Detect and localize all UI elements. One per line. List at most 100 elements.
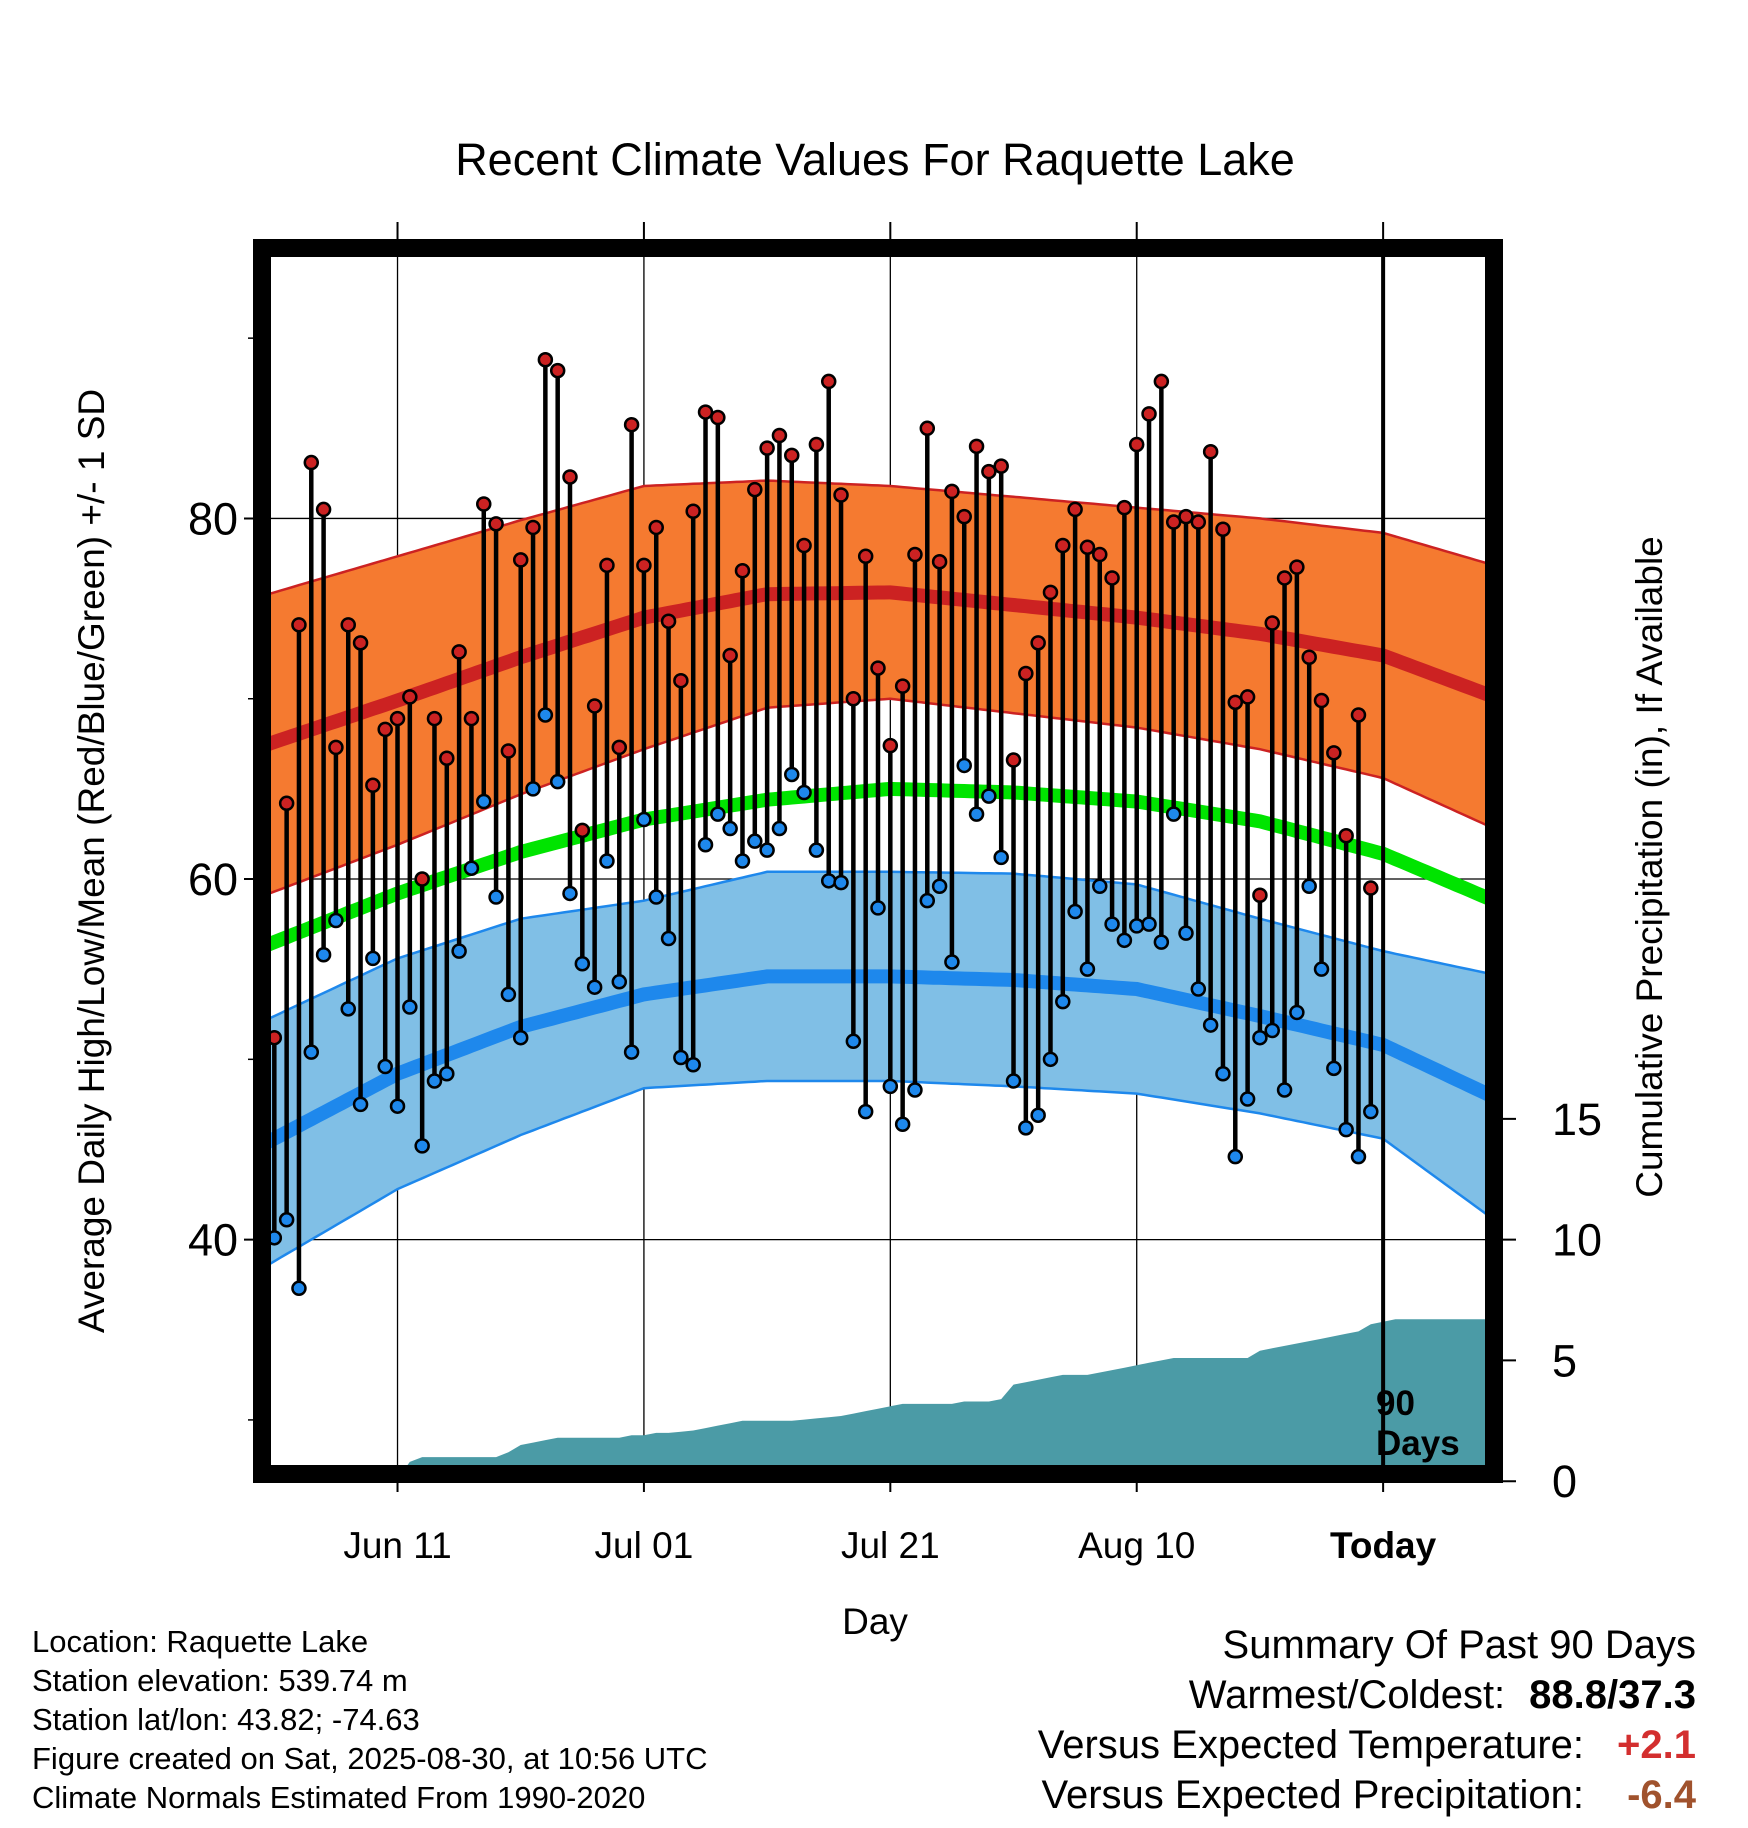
- high-point: [833, 487, 849, 503]
- high-point: [414, 871, 430, 887]
- low-point: [1141, 916, 1157, 932]
- high-point: [1252, 887, 1268, 904]
- high-point: [1178, 508, 1194, 525]
- high-point: [1190, 514, 1207, 530]
- high-point: [882, 737, 899, 754]
- low-point: [1055, 993, 1071, 1010]
- high-point: [1092, 546, 1108, 563]
- low-point: [611, 974, 628, 990]
- high-point: [1055, 537, 1071, 554]
- high-point: [291, 617, 307, 633]
- low-point: [1153, 934, 1170, 950]
- high-point: [426, 710, 443, 727]
- low-point: [463, 860, 480, 876]
- high-point: [402, 689, 418, 705]
- high-point: [315, 501, 332, 518]
- low-point: [1042, 1051, 1059, 1068]
- low-point: [1289, 1004, 1305, 1021]
- x-tick-label: Aug 10: [1078, 1525, 1195, 1566]
- high-point: [919, 420, 936, 437]
- low-point: [1227, 1148, 1244, 1165]
- low-point: [993, 849, 1009, 866]
- high-point: [278, 795, 295, 812]
- high-point: [1338, 828, 1354, 844]
- high-point: [586, 698, 603, 714]
- low-point: [1215, 1065, 1231, 1082]
- low-point: [1018, 1120, 1034, 1136]
- y2-tick-label: 5: [1552, 1335, 1577, 1386]
- high-point: [451, 644, 467, 660]
- low-point: [1252, 1029, 1268, 1046]
- today-days-number: 90: [1376, 1384, 1415, 1423]
- low-point: [340, 1001, 356, 1017]
- high-point: [1042, 584, 1059, 601]
- high-point: [611, 739, 628, 756]
- low-point: [1313, 961, 1330, 977]
- low-point: [488, 889, 504, 905]
- low-point: [796, 784, 812, 801]
- high-point: [1153, 373, 1170, 390]
- low-point: [820, 873, 837, 889]
- high-point: [1067, 501, 1083, 518]
- low-point: [586, 979, 603, 995]
- low-point: [1276, 1082, 1293, 1098]
- low-point: [1190, 981, 1207, 997]
- low-point: [673, 1049, 689, 1066]
- high-upper-edge: [262, 479, 1494, 598]
- low-point: [1301, 878, 1317, 894]
- low-point: [278, 1212, 295, 1228]
- y2-axis-label: Cumulative Precipitation (in), If Availa…: [1629, 536, 1670, 1198]
- high-point: [623, 416, 640, 433]
- cumulative-precipitation-area: [400, 1319, 1494, 1474]
- low-point: [623, 1044, 640, 1060]
- low-point: [1202, 1017, 1219, 1033]
- high-point: [303, 454, 320, 471]
- summary-warm-cold: Warmest/Coldest: 88.8/37.3: [1038, 1670, 1696, 1720]
- low-point: [857, 1103, 874, 1120]
- low-point: [1067, 903, 1083, 920]
- low-point: [907, 1082, 923, 1098]
- high-point: [808, 436, 825, 453]
- high-point: [352, 635, 369, 651]
- low-point: [710, 806, 726, 822]
- high-point: [1363, 880, 1379, 896]
- low-point: [574, 956, 591, 972]
- high-point: [500, 743, 517, 759]
- high-point: [759, 440, 775, 456]
- high-point: [1239, 689, 1256, 705]
- low-sd-band: [262, 871, 1494, 1269]
- high-point: [574, 822, 591, 839]
- high-mean-line: [262, 585, 1494, 753]
- low-point: [1030, 1107, 1046, 1123]
- low-point: [808, 842, 825, 858]
- station-info: Location: Raquette Lake Station elevatio…: [32, 1622, 708, 1817]
- high-point: [968, 438, 985, 455]
- high-point: [1264, 615, 1280, 631]
- low-point: [1128, 918, 1145, 934]
- high-point: [377, 721, 393, 738]
- low-point: [944, 954, 960, 970]
- high-point: [1128, 436, 1145, 453]
- created-text: Figure created on Sat, 2025-08-30, at 10…: [32, 1741, 708, 1776]
- high-point: [1289, 559, 1305, 575]
- low-point: [328, 912, 344, 929]
- high-point: [1104, 570, 1120, 586]
- low-mean-line: [262, 969, 1494, 1152]
- low-point: [439, 1065, 455, 1082]
- low-point: [525, 781, 541, 797]
- low-point: [426, 1073, 443, 1089]
- precip-anomaly-label: Versus Expected Precipitation:: [1041, 1773, 1584, 1817]
- low-point: [451, 943, 467, 959]
- high-point: [549, 362, 566, 379]
- high-point: [981, 463, 997, 480]
- summary-temp: Versus Expected Temperature: +2.1: [1038, 1720, 1696, 1770]
- y-axis-label: Average Daily High/Low/Mean (Red/Blue/Gr…: [71, 389, 112, 1333]
- low-point: [1092, 878, 1108, 894]
- high-point: [722, 647, 738, 664]
- high-point: [1202, 443, 1219, 460]
- low-point: [931, 878, 948, 894]
- low-point: [845, 1033, 862, 1050]
- low-point: [981, 788, 997, 804]
- high-point: [784, 447, 800, 464]
- location-text: Location: Raquette Lake: [32, 1624, 369, 1659]
